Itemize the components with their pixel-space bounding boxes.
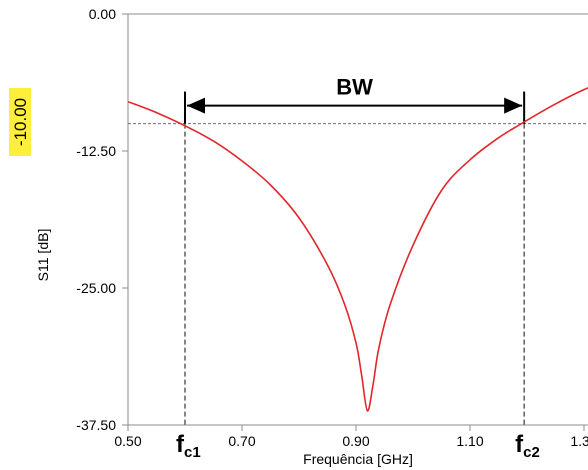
x-tick-label: 0.90: [342, 433, 369, 449]
s11-series-line: [128, 87, 588, 412]
fc1-label: fc1: [176, 431, 201, 461]
x-tick-label: 0.70: [228, 433, 255, 449]
x-tick-label: 1.10: [456, 433, 483, 449]
x-axis-title: Frequência [GHz]: [303, 451, 413, 467]
y-tick-label: -12.50: [76, 143, 116, 159]
threshold-label-group: -10.00: [9, 88, 31, 156]
y-axis-title: S11 [dB]: [35, 229, 51, 282]
y-tick-label: -37.50: [76, 417, 116, 433]
x-ticks: 0.50 0.70 0.90 1.10 1.30: [114, 425, 588, 449]
x-tick-label: 1.30: [570, 433, 588, 449]
fc2-label-sub: c2: [523, 444, 540, 461]
fc1-label-sub: c1: [184, 444, 201, 461]
fc2-label-main: f: [515, 431, 524, 458]
y-tick-label: 0.00: [89, 6, 116, 22]
threshold-label: -10.00: [11, 98, 30, 146]
fc1-label-main: f: [176, 431, 185, 458]
threshold-label-highlight: [9, 88, 31, 156]
bw-label: BW: [336, 75, 373, 100]
y-ticks: 0.00 -12.50 -25.00 -37.50: [76, 6, 128, 433]
fc2-label: fc2: [515, 431, 540, 461]
x-tick-label: 0.50: [114, 433, 141, 449]
y-tick-label: -25.00: [76, 280, 116, 296]
